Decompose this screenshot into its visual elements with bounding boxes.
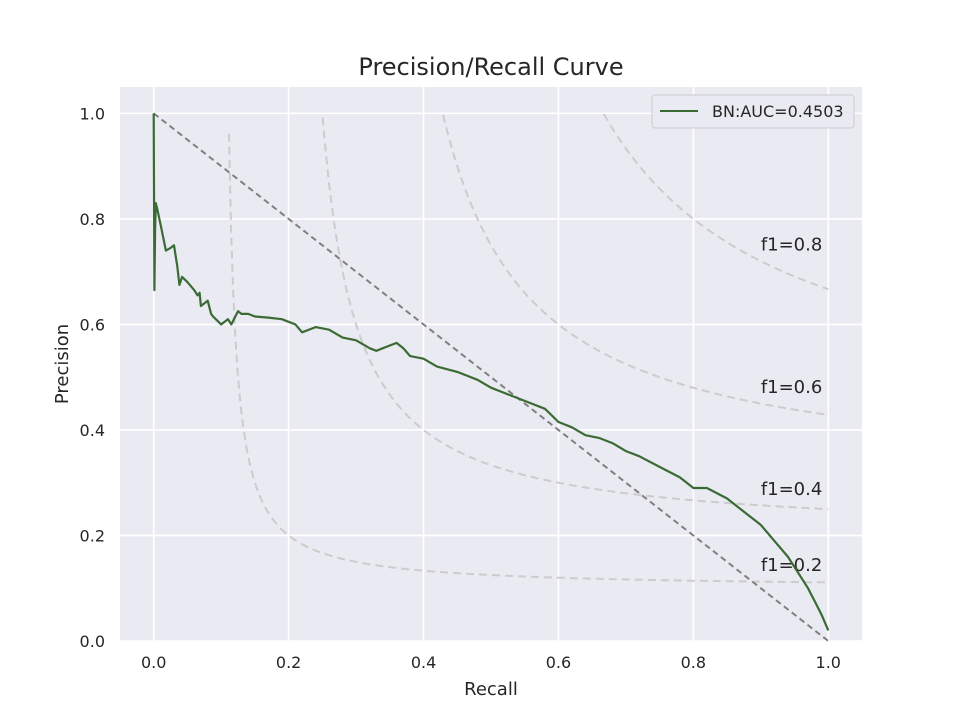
y-tick-label: 0.8 [80,210,105,229]
x-tick-label: 0.0 [141,653,166,672]
x-tick-label: 1.0 [816,653,841,672]
iso-f1-label-0: f1=0.2 [761,555,823,576]
grid [120,87,862,642]
iso-f1-curve-2 [442,114,829,416]
plot-area [120,87,862,641]
iso-f1-label-2: f1=0.6 [761,377,823,398]
iso-f1-curve-0 [228,133,829,584]
iso-f1-curves: f1=0.2 f1=0.4 f1=0.6 f1=0.8 [228,113,829,584]
legend: BN:AUC=0.4503 [651,94,855,129]
iso-f1-label-1: f1=0.4 [761,479,823,500]
y-tick-label: 1.0 [80,104,105,123]
iso-f1-curve-3 [602,113,829,291]
y-tick-label: 0.2 [80,526,105,545]
y-tick-label: 0.4 [80,421,105,440]
tick-labels: 0.0 0.2 0.4 0.6 0.8 1.0 0.0 0.2 0.4 0.6 0.8 1.0 [80,104,841,672]
legend-box [651,94,855,129]
x-tick-label: 0.2 [276,653,301,672]
iso-f1-curve-1 [321,117,829,511]
x-tick-label: 0.8 [681,653,706,672]
legend-label-bn: BN:AUC=0.4503 [712,102,844,121]
x-axis-label: Recall [464,679,518,700]
y-tick-label: 0.6 [80,315,105,334]
x-tick-label: 0.6 [546,653,571,672]
y-axis-label: Precision [52,324,73,404]
y-tick-label: 0.0 [80,632,105,651]
x-tick-label: 0.4 [411,653,436,672]
chart-title: Precision/Recall Curve [358,53,623,81]
diagonal-reference-line [153,112,829,642]
iso-f1-label-3: f1=0.8 [761,235,823,256]
series-line-bn [152,113,830,631]
